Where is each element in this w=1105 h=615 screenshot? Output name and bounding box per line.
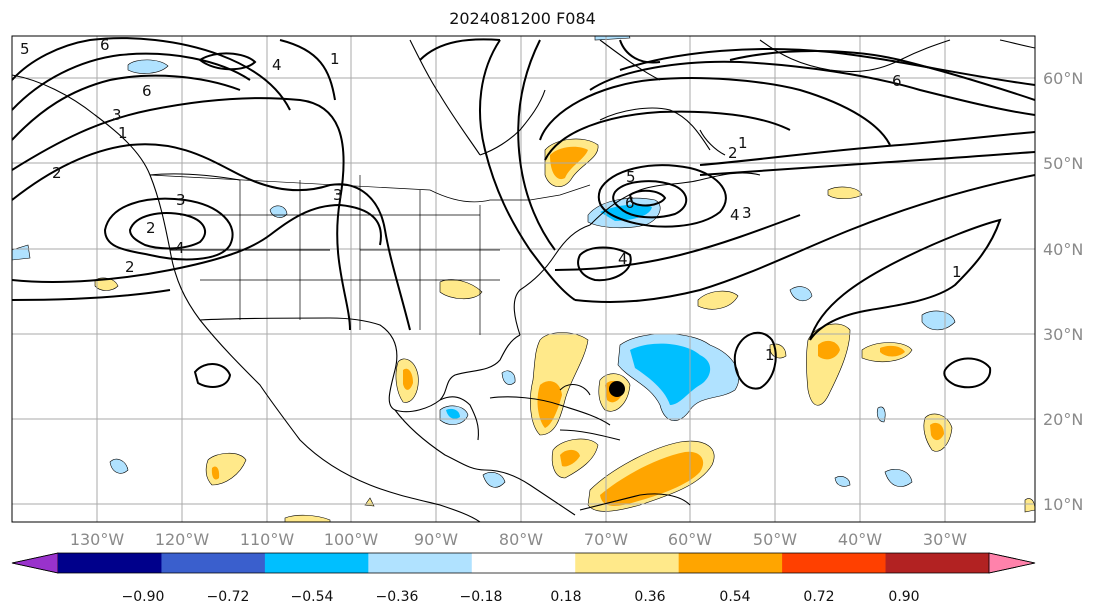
lon-label: 110°W	[240, 530, 295, 549]
contour-label: 1	[952, 263, 962, 281]
contour-label: 5	[626, 168, 636, 186]
colorbar	[11, 552, 1036, 574]
colorbar-tick-label: 0.36	[634, 589, 665, 605]
lon-label: 100°W	[324, 530, 379, 549]
latitude-labels: 60°N 50°N 40°N 30°N 20°N 10°N	[1043, 69, 1083, 514]
map-title: 2024081200 F084	[449, 9, 596, 28]
contour-label: 2	[728, 144, 738, 162]
colorbar-segment	[678, 553, 783, 573]
colorbar-outline	[11, 552, 1036, 574]
contour-label: 2	[125, 258, 135, 276]
lon-label: 40°W	[838, 530, 882, 549]
contour-label: 2	[52, 164, 62, 182]
contour-label: 4	[618, 250, 628, 268]
colorbar-tick-label: 0.54	[719, 589, 750, 605]
contour-label: 6	[142, 82, 152, 100]
contour-label: 5	[20, 40, 30, 58]
contour-label: 1	[738, 134, 748, 152]
contour-label: 3	[333, 186, 343, 204]
contour-label: 3	[176, 191, 186, 209]
contour-label: 1	[330, 50, 340, 68]
contour-label: 1	[765, 346, 775, 364]
contour-label: 2	[146, 219, 156, 237]
contour-label: 4	[730, 206, 740, 224]
colorbar-extend-min	[11, 552, 59, 574]
borders	[149, 174, 591, 335]
colorbar-segment	[58, 553, 162, 573]
lon-label: 120°W	[155, 530, 210, 549]
lat-label: 30°N	[1043, 325, 1083, 344]
colorbar-tick-labels: −0.90 −0.72 −0.54 −0.36 −0.18 0.18 0.36 …	[122, 589, 920, 605]
colorbar-extend-max	[988, 552, 1036, 574]
coastlines	[12, 39, 1035, 522]
colorbar-tick-label: −0.72	[207, 589, 250, 605]
lon-label: 70°W	[584, 530, 628, 549]
contour-lines	[12, 37, 1035, 390]
contour-label: 6	[892, 72, 902, 90]
colorbar-tick-label: −0.18	[460, 589, 503, 605]
colorbar-tick-label: −0.36	[376, 589, 419, 605]
lat-label: 40°N	[1043, 240, 1083, 259]
colorbar-segment	[885, 553, 990, 573]
colorbar-segment	[264, 553, 369, 573]
lon-label: 130°W	[70, 530, 125, 549]
colorbar-tick-label: 0.18	[550, 589, 581, 605]
colorbar-segment	[782, 553, 887, 573]
lon-label: 60°W	[668, 530, 712, 549]
contour-label: 6	[625, 194, 635, 212]
colorbar-tick-label: 0.90	[888, 589, 919, 605]
longitude-labels: 130°W 120°W 110°W 100°W 90°W 80°W 70°W 6…	[70, 530, 967, 549]
contour-label: 4	[272, 56, 282, 74]
graticule	[12, 36, 1035, 522]
contour-label: 6	[100, 36, 110, 54]
lat-label: 50°N	[1043, 154, 1083, 173]
colorbar-tick-label: −0.90	[122, 589, 165, 605]
lon-label: 50°W	[753, 530, 797, 549]
lat-label: 20°N	[1043, 410, 1083, 429]
colorbar-tick-label: 0.72	[803, 589, 834, 605]
lon-label: 30°W	[923, 530, 967, 549]
colorbar-segment	[161, 553, 266, 573]
lon-label: 90°W	[414, 530, 458, 549]
lat-label: 10°N	[1043, 495, 1083, 514]
storm-center-marker	[609, 381, 625, 397]
contour-label-group: 6 5 6 3 1 2 3 2 4 2 1 3 4 1 2 5 6 4 4 3 …	[20, 36, 962, 364]
colorbar-segment	[471, 553, 576, 573]
contour-label: 1	[118, 124, 128, 142]
contour-label: 3	[112, 106, 122, 124]
colorbar-tick-label: −0.54	[291, 589, 334, 605]
colorbar-segment	[368, 553, 473, 573]
map-area	[12, 36, 1035, 522]
lat-label: 60°N	[1043, 69, 1083, 88]
contour-label: 4	[175, 239, 185, 257]
contour-label: 3	[742, 204, 752, 222]
map-frame	[11, 35, 1036, 523]
lon-label: 80°W	[499, 530, 543, 549]
colorbar-segment	[575, 553, 680, 573]
